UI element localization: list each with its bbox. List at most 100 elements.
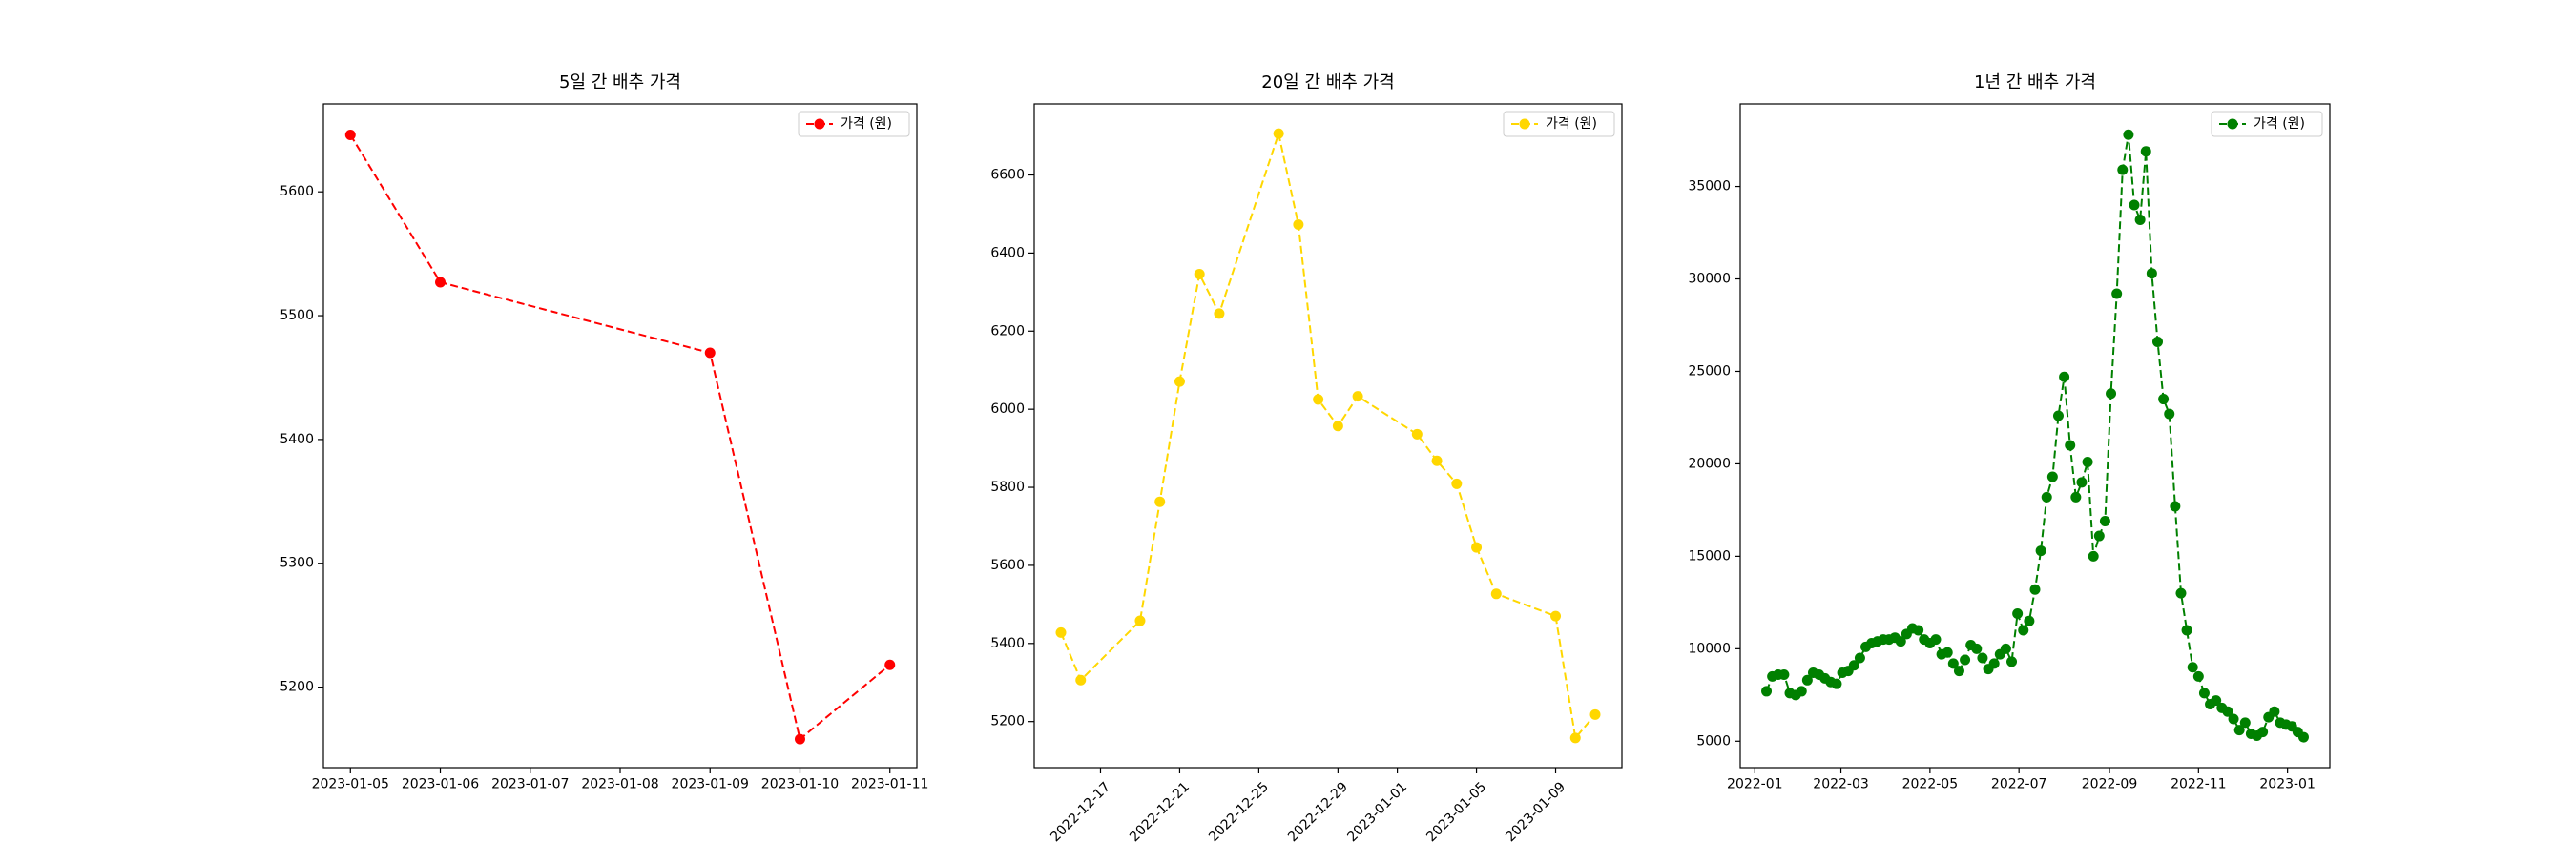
y-tick-label: 5400 <box>990 636 1025 651</box>
x-tick-label: 2022-05 <box>1902 777 1959 792</box>
y-tick-label: 5000 <box>1696 733 1731 749</box>
data-point <box>1273 128 1284 139</box>
axes-frame <box>1739 103 2331 769</box>
data-point <box>2129 199 2140 211</box>
y-tick-label: 5500 <box>280 308 314 323</box>
data-point <box>2018 625 2029 636</box>
data-point <box>2024 615 2035 626</box>
x-tick-label: 2022-07 <box>1991 777 2047 792</box>
data-point <box>1848 660 1859 671</box>
x-tick-label: 2022-12-17 <box>1048 779 1113 845</box>
y-tick-label: 5600 <box>990 558 1025 573</box>
data-point <box>1194 269 1205 280</box>
x-tick-label: 2022-01 <box>1727 777 1783 792</box>
y-tick-label: 5200 <box>280 680 314 695</box>
data-point <box>1960 654 1971 666</box>
y-tick-label: 5400 <box>280 432 314 447</box>
data-point <box>1801 674 1813 686</box>
data-point <box>1953 666 1964 677</box>
data-point <box>1411 428 1423 440</box>
data-point <box>1761 686 1773 697</box>
axes-frame <box>322 103 918 769</box>
x-tick-label: 2023-01-11 <box>851 777 928 792</box>
data-point <box>1055 626 1067 638</box>
chart-panel: 1년 간 배추 가격 5000 10000 15000 20000 25000 30000 3… <box>1688 72 2331 792</box>
data-point <box>1942 646 1953 658</box>
data-point <box>435 277 447 288</box>
data-point <box>2222 706 2233 717</box>
data-point <box>794 733 805 745</box>
x-tick-label: 2023-01-05 <box>1423 779 1489 845</box>
data-point <box>1550 610 1562 622</box>
data-point <box>1947 658 1959 669</box>
data-point <box>1174 376 1185 387</box>
axes-frame <box>1033 103 1623 769</box>
x-tick-label: 2023-01-07 <box>491 777 569 792</box>
x-tick-label: 2023-01-09 <box>672 777 749 792</box>
data-point <box>884 659 896 670</box>
data-point <box>1589 708 1601 720</box>
y-tick-label: 6000 <box>990 401 1025 417</box>
x-tick-label: 2022-09 <box>2082 777 2138 792</box>
data-point <box>2192 670 2204 682</box>
data-point <box>2233 725 2245 736</box>
data-line <box>349 133 891 741</box>
data-point <box>2175 587 2187 599</box>
legend-marker <box>2227 118 2238 130</box>
chart-title: 1년 간 배추 가격 <box>1974 72 2096 92</box>
data-point <box>2297 731 2309 743</box>
data-point <box>1075 674 1087 686</box>
data-point <box>2065 440 2076 451</box>
y-tick-label: 35000 <box>1688 179 1731 195</box>
data-point <box>1431 455 1443 466</box>
y-tick-label: 6400 <box>990 245 1025 260</box>
data-point <box>2076 477 2088 488</box>
y-tick-label: 6200 <box>990 323 1025 339</box>
data-point <box>1134 615 1146 626</box>
legend-label: 가격 (원) <box>2254 116 2305 132</box>
data-point <box>1796 686 1807 697</box>
data-point <box>1913 625 1924 636</box>
y-tick-label: 5300 <box>280 556 314 571</box>
x-tick-label: 2022-12-25 <box>1206 779 1272 845</box>
data-point <box>2052 410 2064 421</box>
data-point <box>1831 678 1842 689</box>
data-point <box>2046 471 2058 482</box>
data-point <box>2198 688 2210 699</box>
data-point <box>2151 336 2163 347</box>
data-point <box>2187 662 2198 673</box>
data-point <box>2134 214 2146 225</box>
legend-marker <box>1519 118 1530 130</box>
data-point <box>2111 288 2123 299</box>
x-tick-label: 2023-01-05 <box>312 777 389 792</box>
legend: 가격 (원) <box>1503 111 1615 137</box>
data-point <box>1971 643 1983 654</box>
legend-marker <box>814 118 825 130</box>
data-point <box>2269 706 2280 717</box>
data-point <box>2146 268 2157 279</box>
legend-box <box>798 111 910 137</box>
data-point <box>344 129 356 140</box>
x-tick-label: 2023-01-06 <box>402 777 479 792</box>
legend: 가격 (원) <box>2211 111 2323 137</box>
data-point <box>2070 491 2082 503</box>
y-tick-label: 15000 <box>1688 548 1731 564</box>
x-tick-label: 2022-03 <box>1813 777 1869 792</box>
chart-title: 20일 간 배추 가격 <box>1261 72 1394 92</box>
data-point <box>2006 656 2018 667</box>
legend-box <box>2211 111 2323 137</box>
data-point <box>2123 129 2134 140</box>
data-point <box>2257 727 2269 738</box>
data-point <box>2117 164 2129 175</box>
legend-label: 가격 (원) <box>841 116 892 132</box>
data-point <box>2181 625 2192 636</box>
data-point <box>2035 545 2046 557</box>
data-point <box>1778 668 1790 680</box>
data-point <box>1569 732 1581 744</box>
data-point <box>1930 634 1942 646</box>
y-tick-label: 5600 <box>280 184 314 199</box>
data-point <box>2239 717 2251 729</box>
data-point <box>2164 408 2175 420</box>
x-tick-label: 2023-01-08 <box>581 777 658 792</box>
data-point <box>1352 391 1363 402</box>
